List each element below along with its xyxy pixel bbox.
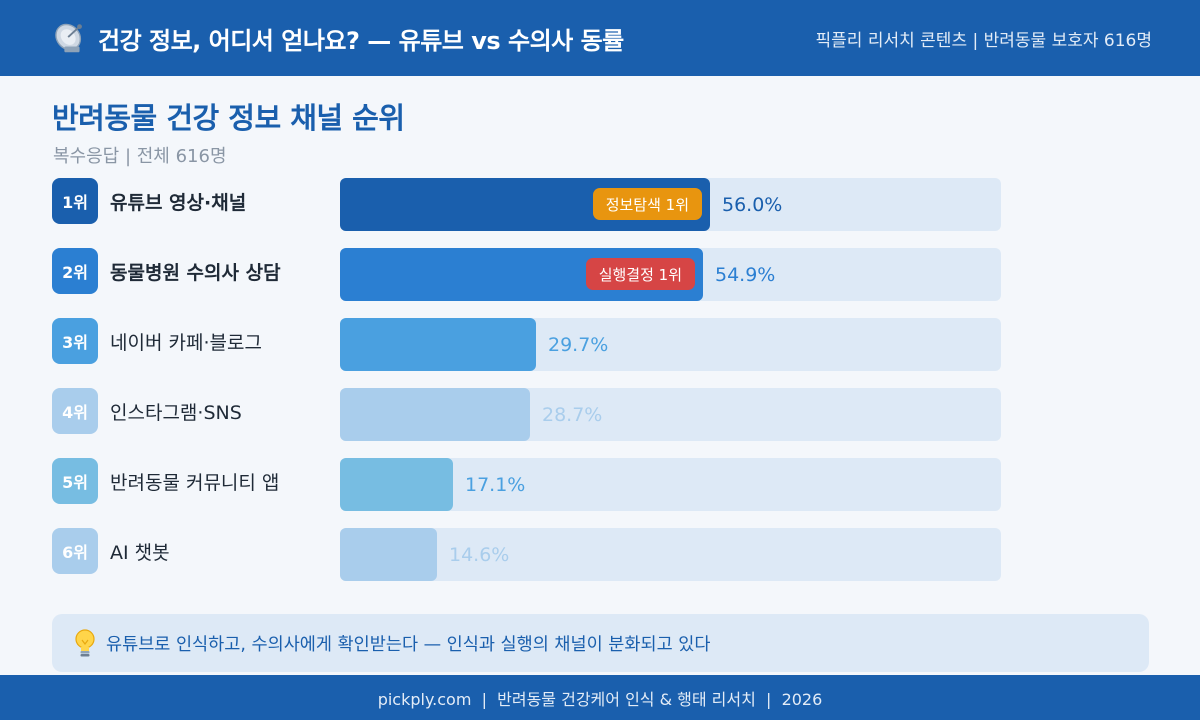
bar-track (340, 388, 1001, 441)
bar-track (340, 528, 1001, 581)
header-title-group: 건강 정보, 어디서 얻나요? — 유튜브 vs 수의사 동률 (52, 19, 624, 57)
header-bar: 건강 정보, 어디서 얻나요? — 유튜브 vs 수의사 동률 픽플리 리서치 … (0, 0, 1200, 76)
satellite-dish-icon (55, 23, 82, 53)
footer-text: pickply.com | 반려동물 건강케어 인식 & 행태 리서치 | 20… (377, 689, 823, 709)
rank-badge: 1위 (52, 178, 98, 224)
footer-bar: pickply.com | 반려동물 건강케어 인식 & 행태 리서치 | 20… (0, 675, 1200, 720)
value-label: 14.6% (449, 543, 510, 566)
header-meta: 픽플리 리서치 콘텐츠 | 반려동물 보호자 616명 (815, 30, 1152, 51)
lightbulb-icon (75, 629, 95, 657)
value-label: 54.9% (715, 263, 776, 286)
channel-label: 동물병원 수의사 상담 (110, 261, 281, 284)
header-title: 건강 정보, 어디서 얻나요? — 유튜브 vs 수의사 동률 (98, 26, 624, 55)
bar-fill (340, 458, 453, 511)
bar-track (340, 318, 1001, 371)
bar-track: 실행결정 1위 (340, 248, 1001, 301)
value-label: 28.7% (542, 403, 603, 426)
rank-badge: 4위 (52, 388, 98, 434)
channel-label: 유튜브 영상·채널 (110, 191, 247, 214)
chart-title: 반려동물 건강 정보 채널 순위 (52, 101, 405, 135)
channel-label: 네이버 카페·블로그 (110, 331, 262, 354)
bar-fill (340, 388, 530, 441)
channel-label: 인스타그램·SNS (110, 401, 242, 424)
bar-fill (340, 318, 536, 371)
rank-badge: 6위 (52, 528, 98, 574)
value-label: 56.0% (722, 193, 783, 216)
rank-badge: 3위 (52, 318, 98, 364)
channel-label: AI 챗봇 (110, 541, 170, 564)
value-label: 29.7% (548, 333, 609, 356)
bar-fill (340, 528, 437, 581)
channel-label: 반려동물 커뮤니티 앱 (110, 471, 280, 494)
bar-track: 정보탐색 1위 (340, 178, 1001, 231)
value-label: 17.1% (465, 473, 526, 496)
insight-box: 유튜브로 인식하고, 수의사에게 확인받는다 — 인식과 실행의 채널이 분화되… (52, 614, 1149, 672)
highlight-tag: 정보탐색 1위 (592, 188, 702, 220)
chart-subtitle: 복수응답 | 전체 616명 (53, 146, 227, 167)
rank-badge: 5위 (52, 458, 98, 504)
insight-text: 유튜브로 인식하고, 수의사에게 확인받는다 — 인식과 실행의 채널이 분화되… (106, 634, 711, 655)
rank-badge: 2위 (52, 248, 98, 294)
highlight-tag: 실행결정 1위 (585, 258, 695, 290)
bar-track (340, 458, 1001, 511)
